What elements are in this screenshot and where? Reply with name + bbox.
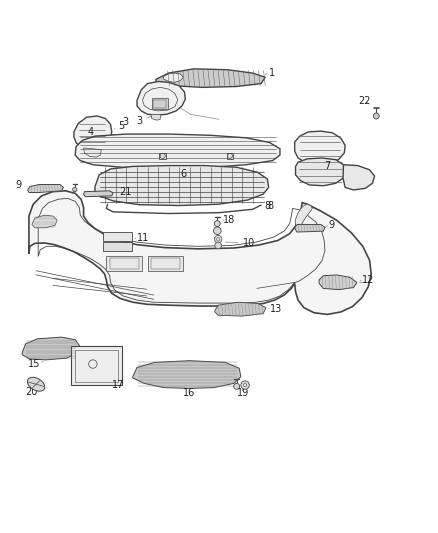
Text: 1: 1 [268, 68, 275, 78]
Bar [151, 258, 180, 269]
Text: 10: 10 [244, 238, 256, 248]
Polygon shape [159, 153, 166, 159]
Polygon shape [32, 215, 57, 228]
Text: 17: 17 [112, 380, 124, 390]
Text: 13: 13 [270, 304, 283, 314]
Bar [103, 232, 132, 241]
Polygon shape [84, 191, 113, 197]
Circle shape [215, 242, 222, 249]
Text: 12: 12 [362, 275, 374, 285]
Polygon shape [29, 191, 371, 314]
Polygon shape [295, 131, 345, 165]
Bar [153, 100, 166, 108]
Polygon shape [295, 224, 325, 232]
Text: 3: 3 [136, 116, 142, 126]
Bar [152, 98, 168, 109]
Polygon shape [22, 337, 79, 360]
Text: 8: 8 [265, 200, 271, 211]
Polygon shape [156, 69, 265, 87]
Text: 3: 3 [123, 117, 129, 127]
Text: 4: 4 [88, 127, 94, 137]
Text: 21: 21 [119, 187, 131, 197]
Text: 9: 9 [328, 220, 335, 230]
Text: 16: 16 [183, 387, 195, 398]
Text: 9: 9 [15, 180, 21, 190]
Circle shape [234, 383, 240, 389]
Polygon shape [95, 166, 268, 206]
Polygon shape [74, 116, 112, 149]
Bar [71, 346, 122, 385]
Text: 8: 8 [267, 201, 273, 211]
Polygon shape [215, 302, 266, 316]
Circle shape [214, 221, 220, 227]
Polygon shape [296, 158, 345, 186]
Text: 7: 7 [324, 160, 330, 171]
Text: 15: 15 [28, 359, 40, 369]
Ellipse shape [28, 377, 45, 391]
Bar [103, 242, 132, 251]
Text: 11: 11 [137, 233, 149, 243]
Text: 19: 19 [237, 387, 250, 398]
Polygon shape [226, 153, 233, 159]
Polygon shape [319, 275, 357, 289]
Circle shape [241, 381, 249, 389]
Bar [106, 256, 142, 271]
Text: 22: 22 [358, 96, 370, 106]
Text: 20: 20 [26, 387, 38, 397]
Circle shape [73, 188, 77, 192]
Polygon shape [296, 204, 312, 229]
Polygon shape [151, 114, 161, 120]
Polygon shape [84, 148, 101, 157]
Polygon shape [137, 82, 185, 115]
Polygon shape [28, 184, 64, 192]
Text: 5: 5 [118, 122, 124, 132]
Polygon shape [133, 361, 241, 389]
Bar [110, 258, 139, 269]
Polygon shape [163, 73, 183, 82]
Circle shape [214, 236, 222, 243]
Text: 18: 18 [223, 215, 236, 225]
Circle shape [214, 227, 221, 235]
Text: 6: 6 [180, 169, 187, 179]
Circle shape [373, 113, 379, 119]
Bar [75, 350, 118, 382]
Polygon shape [75, 134, 280, 168]
Polygon shape [343, 165, 374, 190]
Bar [148, 256, 183, 271]
